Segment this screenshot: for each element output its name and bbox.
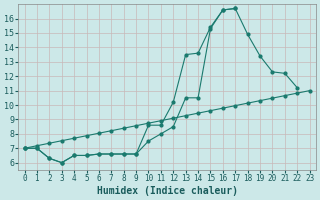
- X-axis label: Humidex (Indice chaleur): Humidex (Indice chaleur): [97, 186, 237, 196]
